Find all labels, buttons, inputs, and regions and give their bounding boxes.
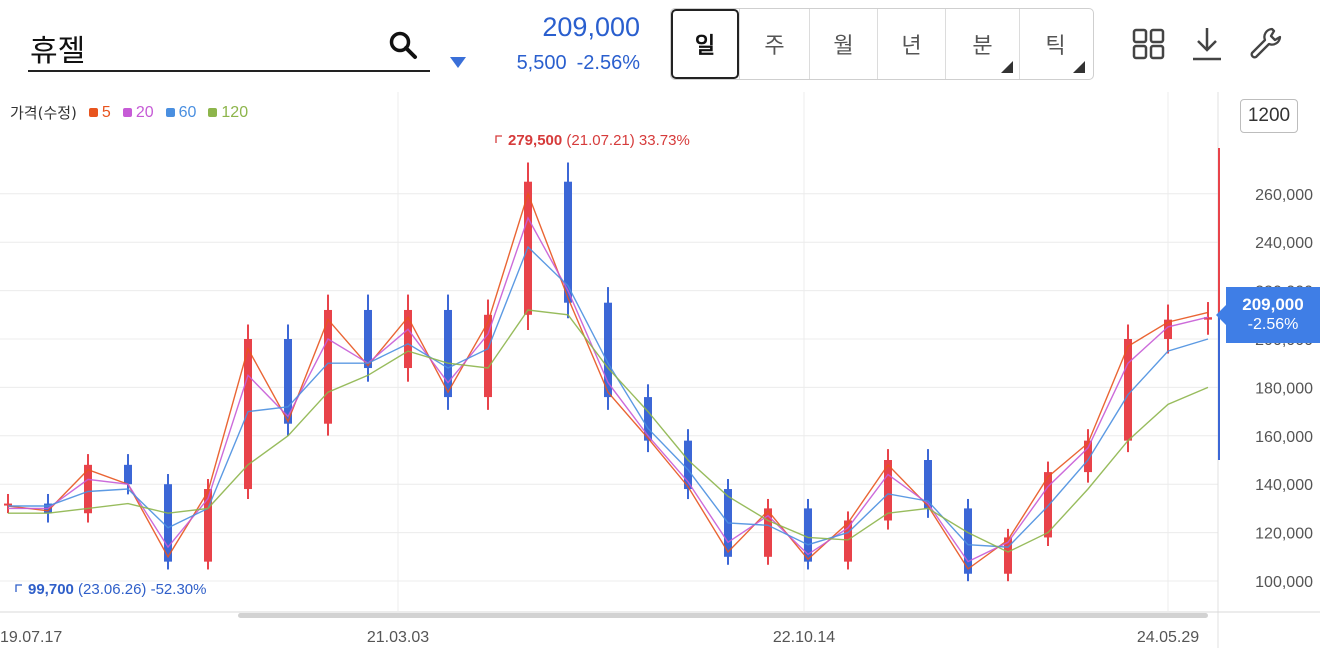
candle-body [1044,472,1052,538]
moving-average-line-5 [7,191,1209,570]
candle-body [1004,537,1012,574]
candle-body [964,508,972,574]
legend-swatch [208,108,218,117]
candle-body [444,309,452,398]
legend-label: 20 [135,103,154,121]
high-marker-icon [495,135,502,143]
candle-body [1204,317,1212,320]
tab-period-5[interactable]: 틱 [1019,9,1091,79]
moving-average-line-120 [8,309,1209,553]
legend-item[interactable]: 20 [122,103,154,122]
download-icon[interactable] [1190,26,1224,62]
legend-label: 120 [221,103,249,121]
legend-item[interactable]: 120 [208,104,248,122]
search-icon[interactable] [388,30,418,60]
tab-label: 주 [764,34,785,59]
candle-body [204,489,212,562]
candle-body [284,339,292,424]
price-change: 5,500 -2.56% [460,52,640,75]
chart-scrollbar[interactable] [238,613,1208,618]
y-tick-label: 180,000 [1255,380,1313,397]
low-marker-icon [15,584,22,592]
change-amount: 5,500 [516,52,567,74]
chart-legend: 가격(수정) 5 20 60 120 [10,102,248,123]
candle-body [924,460,932,509]
candle-count-input[interactable]: 1200 [1240,99,1298,133]
y-tick-label: 160,000 [1255,429,1313,446]
stock-search-field[interactable]: 휴젤 [28,20,430,72]
x-tick-label: 22.10.14 [773,629,835,646]
price-direction-down-icon [450,57,466,68]
submenu-corner-icon [1073,61,1085,73]
candle-body [1164,319,1172,339]
price-tag-change: -2.56% [1247,316,1299,333]
candle-body [604,302,612,398]
candle-body [164,484,172,562]
x-tick-label: 19.07.17 [0,629,62,646]
legend-item[interactable]: 60 [165,103,197,122]
tab-label: 틱 [1045,34,1066,59]
candle-body [4,503,12,506]
candle-body [1124,339,1132,441]
low-price-annotation: 99,700 (23.06.26) -52.30% [28,581,206,598]
high-price-annotation: 279,500 (21.07.21) 33.73% [508,132,690,149]
candle-body [884,460,892,521]
candle-body [84,464,92,514]
candle-body [1084,440,1092,473]
candle-body [684,440,692,490]
moving-average-line-20 [8,216,1209,563]
candle-body [404,309,412,369]
y-tick-label: 120,000 [1255,526,1313,543]
legend-swatch [165,108,175,117]
tab-label: 일 [694,34,716,59]
legend-item[interactable]: 5 [88,103,111,122]
grid-icon[interactable] [1132,26,1166,62]
x-tick-label: 24.05.29 [1137,629,1199,646]
tab-period-1[interactable]: 주 [739,9,809,79]
y-tick-label: 260,000 [1255,187,1313,204]
candle-body [844,520,852,562]
submenu-corner-icon [1001,61,1013,73]
current-price-tag: 209,000 -2.56% [1216,287,1320,343]
candle-body [364,309,372,369]
legend-label: 5 [101,103,111,121]
y-tick-label: 240,000 [1255,235,1313,252]
tab-period-0[interactable]: 일 [671,9,739,79]
y-tick-label: 140,000 [1255,477,1313,494]
tab-label: 월 [833,34,854,59]
tab-period-4[interactable]: 분 [945,9,1019,79]
candle-body [484,314,492,398]
y-tick-label: 100,000 [1255,574,1313,591]
tab-period-2[interactable]: 월 [809,9,877,79]
candle-body [804,508,812,562]
legend-label: 60 [178,103,197,121]
candle-body [644,397,652,441]
legend-title: 가격(수정) [10,104,77,122]
candle-body [244,339,252,490]
tab-label: 년 [901,34,922,59]
legend-swatch [122,108,132,117]
wrench-icon[interactable] [1248,26,1282,62]
current-price: 209,000 [542,12,640,42]
candle-body [764,508,772,557]
candle-body [324,309,332,424]
candle-body [564,181,572,303]
price-tag-value: 209,000 [1242,295,1304,314]
candle-body [124,464,132,485]
tab-period-3[interactable]: 년 [877,9,945,79]
stock-name: 휴젤 [30,34,86,69]
x-tick-label: 21.03.03 [367,629,429,646]
legend-swatch [88,108,98,117]
change-percent: -2.56% [576,52,640,74]
tab-label: 분 [972,34,993,59]
